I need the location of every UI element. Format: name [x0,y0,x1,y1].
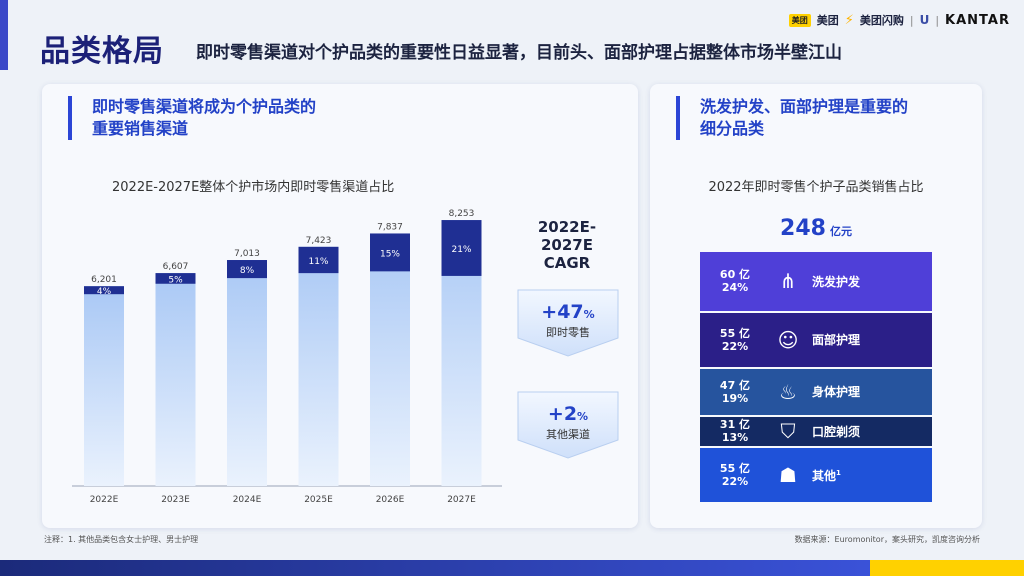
category-label-2023E: 2023E [161,495,190,505]
left-heading-line2: 重要销售渠道 [92,119,189,138]
segment-amount: 47 亿 [719,378,751,392]
segment-tooth: 31 亿 13% ⛉ 口腔剃须 [700,416,932,447]
bottom-accent-bar [870,560,1024,576]
share-label-2025E: 11% [308,257,328,267]
bar-other-channel-2024E [227,260,267,486]
left-heading-line1: 即时零售渠道将成为个护品类的 [92,97,317,116]
tooth-icon: ⛉ [780,419,796,444]
segment-face-mask: 55 亿 22% ☺ 面部护理 [700,312,932,367]
category-label-2024E: 2024E [233,495,262,505]
share-label-2023E: 5% [168,275,183,285]
cagr-instant-value: +47% [541,301,594,323]
segment-amount: 60 亿 [719,268,751,282]
partner-logos: 美团 美团 ⚡ 美团闪购 | U | KANTAR [788,12,1010,28]
bar-other-channel-2026E [370,233,410,486]
channel-share-bar-chart: 4% 6,201 2022E 5% 6,607 2023E 8% 7,013 2024E 11% 7… [72,209,502,505]
face-mask-icon: ☺ [777,327,799,352]
cagr-other-value: +2% [548,403,588,425]
bar-instant-retail-2025E [298,246,339,274]
logo-divider: | [935,13,940,27]
category-label-2026E: 2026E [376,495,405,505]
total-label-2022E: 6,201 [91,275,117,285]
bar-instant-retail-2022E [84,286,124,295]
unilever-icon: U [919,13,930,27]
page-title: 品类格局 [40,34,164,69]
logo-divider: | [909,13,914,27]
bar-other-channel-2022E [84,286,124,486]
kantar-logo: KANTAR [945,12,1010,28]
meituan-shangou-logo: 美团闪购 [859,14,904,27]
bar-instant-retail-2026E [370,233,410,272]
segment-value: 55 亿 22% [700,327,770,353]
cagr-arrows: +47% 即时零售 +2% 其他渠道 [517,289,619,459]
bottom-brand-bar [0,560,870,576]
right-heading-line2: 细分品类 [700,119,765,138]
category-label-2022E: 2022E [90,495,119,505]
total-label-2023E: 6,607 [163,262,189,272]
segment-value: 60 亿 24% [700,268,770,294]
segment-amount: 55 亿 [719,462,751,476]
total-value: 248 [780,216,826,241]
right-card-heading: 洗发护发、面部护理是重要的 细分品类 [676,96,908,140]
segment-name: 洗发护发 [812,274,861,289]
bar-instant-retail-2023E [155,273,196,284]
footnote-mark: 1 [836,468,841,477]
subcategory-total: 248 亿元 [650,216,982,241]
subcategory-chart-title: 2022年即时零售个护子品类销售占比 [708,180,924,195]
segment-share: 22% [721,475,749,489]
total-label-2027E: 8,253 [449,209,475,219]
share-label-2027E: 21% [451,245,471,255]
bar-other-channel-2025E [298,246,339,486]
channel-share-card: 即时零售渠道将成为个护品类的 重要销售渠道 2022E-2027E整体个护市场内… [42,84,638,528]
people-icon: ☗ [779,463,797,488]
category-label-2025E: 2025E [304,495,333,505]
meituan-logo: 美团 [816,14,839,27]
subcategory-card: 洗发护发、面部护理是重要的 细分品类 2022年即时零售个护子品类销售占比 24… [650,84,982,528]
total-label-2025E: 7,423 [306,236,332,246]
segment-share: 13% [721,431,749,445]
cagr-instant-arrow-shape [517,289,619,357]
cagr-other-arrow-shape [517,391,619,459]
bathtub-icon: ♨ [779,379,797,404]
segment-value: 55 亿 22% [700,462,770,488]
segment-bathtub: 47 亿 19% ♨ 身体护理 [700,368,932,415]
bar-instant-retail-2027E [441,220,482,276]
cagr-other-label: 其他渠道 [546,427,590,441]
meituan-badge-logo: 美团 [788,13,811,27]
segment-amount: 55 亿 [719,326,751,340]
bar-other-channel-2023E [155,273,196,486]
footnote: 注释：1. 其他品类包含女士护理、男士护理 [44,535,199,544]
right-heading-line1: 洗发护发、面部护理是重要的 [700,97,909,116]
hair-wash-icon: ⋔ [779,269,797,294]
segment-share: 19% [721,391,749,405]
cagr-title: 2022E-2027E CAGR [537,218,597,272]
bar-chart-title: 2022E-2027E整体个护市场内即时零售渠道占比 [112,180,395,195]
segment-hair-wash: 60 亿 24% ⋔ 洗发护发 [700,252,932,311]
total-label-2024E: 7,013 [234,249,260,259]
segment-amount: 31 亿 [719,418,751,432]
segment-people: 55 亿 22% ☗ 其他1 [700,448,932,502]
share-label-2024E: 8% [240,266,255,276]
segment-share: 24% [721,281,749,295]
segment-name: 其他1 [812,468,841,483]
segment-value: 47 亿 19% [700,379,770,405]
header-accent-bar [0,0,8,70]
segment-name: 身体护理 [812,385,861,400]
left-card-heading: 即时零售渠道将成为个护品类的 重要销售渠道 [68,96,316,140]
share-label-2022E: 4% [97,287,112,297]
total-label-2026E: 7,837 [377,222,403,232]
segment-name: 面部护理 [812,333,861,348]
page-subtitle: 即时零售渠道对个护品类的重要性日益显著，目前头、面部护理占据整体市场半壁江山 [196,43,842,63]
segment-share: 22% [721,339,749,353]
cagr-instant-label: 即时零售 [546,325,590,339]
category-label-2027E: 2027E [447,495,476,505]
share-label-2026E: 15% [380,249,400,259]
segment-value: 31 亿 13% [700,418,770,444]
total-unit: 亿元 [829,225,852,238]
bar-instant-retail-2024E [227,260,267,279]
bolt-icon: ⚡ [844,12,854,28]
segment-name: 口腔剃须 [812,424,861,439]
data-source: 数据来源：Euromonitor，案头研究，凯度咨询分析 [794,535,980,544]
